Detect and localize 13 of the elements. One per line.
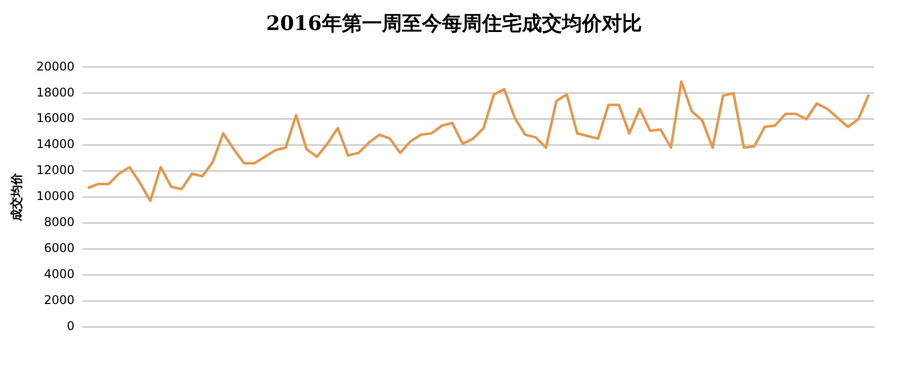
y-tick-label: 16000 [36, 111, 75, 126]
y-tick-label: 2000 [44, 292, 75, 307]
y-tick-label: 0 [66, 318, 75, 333]
y-tick-label: 12000 [36, 163, 75, 178]
chart-title: 2016年第一周至今每周住宅成交均价对比 [265, 10, 643, 37]
y-tick-label: 18000 [36, 85, 75, 100]
y-tick-label: 6000 [44, 241, 75, 256]
y-tick-label: 14000 [36, 137, 75, 152]
y-tick-label: 20000 [36, 59, 75, 74]
y-tick-label: 8000 [44, 215, 75, 230]
y-tick-label: 10000 [36, 189, 75, 204]
y-axis-title: 成交均价 [9, 172, 24, 222]
y-tick-label: 4000 [44, 267, 75, 282]
